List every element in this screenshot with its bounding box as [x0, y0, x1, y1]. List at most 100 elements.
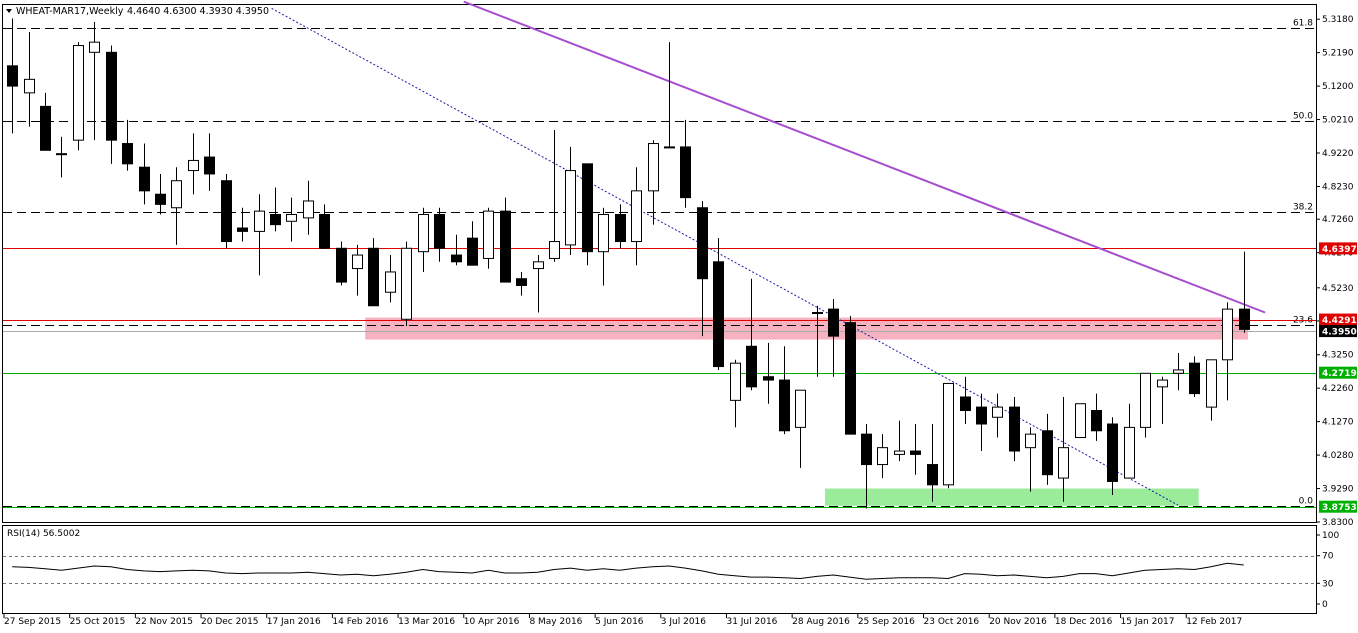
candle-body: [352, 254, 363, 270]
rsi-tick-label: 100: [1322, 531, 1339, 541]
candle-body: [1025, 433, 1036, 449]
candle: [1009, 396, 1020, 462]
candle: [106, 45, 117, 164]
candle-body: [730, 362, 741, 401]
candle-body: [763, 376, 774, 381]
candle-body: [385, 271, 396, 293]
candle: [697, 200, 708, 337]
price-tick-label: 4.2260: [1322, 384, 1354, 394]
price-tick-label: 5.0210: [1322, 116, 1354, 126]
candle-body: [483, 210, 494, 259]
main-panel-frame: [2, 4, 1317, 523]
candle: [286, 197, 297, 242]
candle-body: [648, 143, 659, 192]
price-tick-label: 3.9290: [1322, 485, 1354, 495]
candle: [1206, 359, 1217, 421]
fib-level-label: 50.0: [1293, 112, 1313, 122]
candle: [1107, 417, 1118, 495]
candle: [40, 92, 51, 151]
candle-body: [188, 159, 199, 172]
price-tick-label: 4.7260: [1322, 215, 1354, 225]
candle: [1173, 353, 1184, 391]
time-tick-label: 18 Dec 2016: [1055, 617, 1113, 627]
candle-body: [7, 65, 18, 87]
rsi-tick-label: 30: [1322, 579, 1334, 589]
candle: [336, 241, 347, 286]
candle-body: [221, 180, 232, 243]
candle-body: [598, 214, 609, 253]
candle-body: [549, 241, 560, 259]
time-axis: 27 Sep 2015 25 Oct 2015 22 Nov 2015 20 Dec …: [3, 614, 1242, 627]
candle-body: [24, 78, 35, 94]
candle: [418, 207, 429, 272]
candle-body: [927, 464, 938, 486]
candle-body: [1239, 308, 1250, 330]
candle-body: [697, 207, 708, 280]
candle: [992, 393, 1003, 438]
price-badge-label: 4.6397: [1322, 245, 1357, 255]
time-tick-label: 15 Jan 2017: [1121, 617, 1175, 627]
dropdown-triangle-icon[interactable]: [6, 9, 12, 13]
candle: [861, 424, 872, 509]
candle: [1239, 251, 1250, 333]
candle: [368, 238, 379, 307]
candle-body: [516, 278, 527, 286]
candle: [1042, 413, 1053, 485]
price-badge: [1319, 325, 1357, 338]
candle-body: [877, 447, 888, 466]
resistance-zone: [365, 317, 1248, 340]
rsi-layer: 100 70 30 0: [3, 531, 1339, 610]
price-tick-label: 5.3180: [1322, 15, 1354, 25]
candle-body: [845, 322, 856, 435]
candle: [1025, 427, 1036, 492]
candle-body: [40, 105, 51, 151]
candle: [1189, 356, 1200, 397]
price-badge: [1319, 242, 1357, 255]
candle-body: [1222, 308, 1233, 361]
candle-body: [910, 450, 921, 455]
candle: [615, 204, 626, 249]
candle: [648, 140, 659, 225]
candle: [779, 346, 790, 435]
time-tick-label: 20 Nov 2016: [989, 617, 1047, 627]
candle: [401, 241, 412, 327]
candle-body: [467, 237, 478, 266]
candle: [24, 32, 35, 127]
candle-body: [401, 247, 412, 320]
time-tick-label: 3 Jul 2016: [661, 617, 706, 627]
candle: [122, 119, 133, 171]
candle: [73, 42, 84, 151]
candle: [927, 424, 938, 502]
candle: [89, 21, 100, 141]
time-tick-label: 25 Sep 2016: [858, 617, 915, 627]
candle: [877, 434, 888, 479]
ohlc-label: 4.4640 4.6300 4.3930 4.3950: [127, 6, 269, 17]
candle-body: [500, 210, 511, 283]
candle: [7, 18, 18, 134]
candle: [237, 207, 248, 242]
candle-body: [73, 45, 84, 141]
candle: [1075, 403, 1086, 439]
candle: [1058, 396, 1069, 502]
time-tick-label: 13 Mar 2016: [398, 617, 455, 627]
candle-body: [122, 143, 133, 165]
candle: [500, 197, 511, 283]
price-tick-label: 4.8230: [1322, 182, 1354, 192]
candle: [221, 173, 232, 249]
candle-body: [1075, 403, 1086, 439]
candle: [746, 278, 757, 391]
candle-body: [286, 214, 297, 222]
price-axis: 5.3180 5.2190 5.1200 5.0210 4.9220 4.8230 4.72…: [1316, 15, 1354, 528]
time-tick-label: 31 Jul 2016: [726, 617, 777, 627]
candle: [451, 234, 462, 266]
rsi-title: RSI(14) 56.5002: [7, 529, 80, 539]
price-tick-label: 5.1200: [1322, 82, 1354, 92]
price-tick-label: 4.3250: [1322, 351, 1354, 361]
candle-body: [533, 261, 544, 270]
candle: [812, 305, 823, 377]
price-badge-label: 3.8753: [1322, 503, 1357, 513]
candle-body: [204, 156, 215, 175]
zones-layer: [365, 317, 1248, 506]
candle-body: [992, 406, 1003, 418]
candle-body: [861, 433, 872, 466]
